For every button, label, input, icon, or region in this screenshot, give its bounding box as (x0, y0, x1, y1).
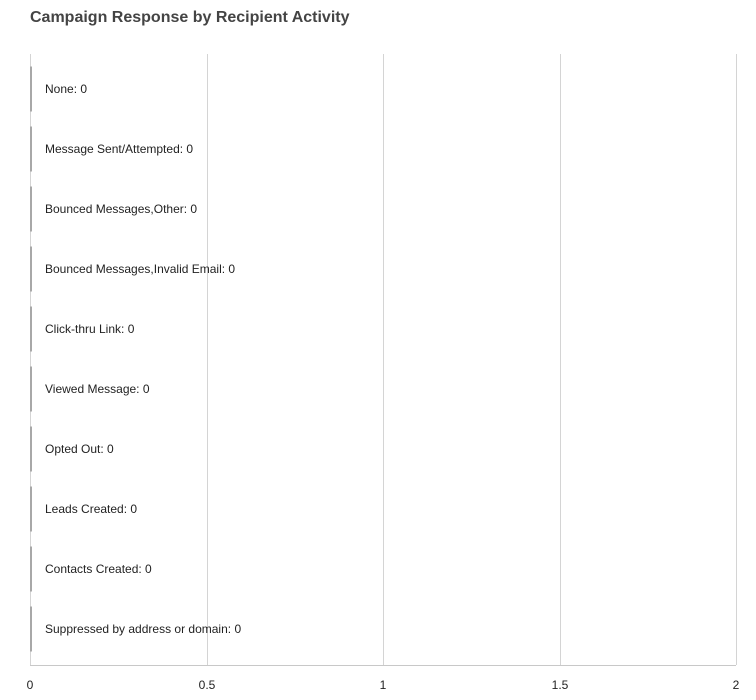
bar-4[interactable] (30, 306, 32, 352)
bar-5[interactable] (30, 366, 32, 412)
bar-6[interactable] (30, 426, 32, 472)
category-data-label: Message Sent/Attempted: 0 (45, 142, 193, 156)
chart-title: Campaign Response by Recipient Activity (30, 9, 350, 26)
x-tick-label: 1 (380, 678, 387, 692)
category-data-label: Bounced Messages,Other: 0 (45, 202, 197, 216)
category-data-label: Viewed Message: 0 (45, 382, 150, 396)
x-tick-label: 2 (733, 678, 740, 692)
bar-2[interactable] (30, 186, 32, 232)
bar-8[interactable] (30, 546, 32, 592)
x-axis: 0 0.5 1 1.5 2 (27, 665, 740, 692)
bar-7[interactable] (30, 486, 32, 532)
bars (30, 66, 32, 652)
category-data-label: None: 0 (45, 82, 87, 96)
x-tick-label: 1.5 (552, 678, 569, 692)
category-data-label: Bounced Messages,Invalid Email: 0 (45, 262, 235, 276)
category-data-label: Suppressed by address or domain: 0 (45, 622, 241, 636)
category-data-label: Opted Out: 0 (45, 442, 114, 456)
category-data-label: Click-thru Link: 0 (45, 322, 135, 336)
category-data-label: Leads Created: 0 (45, 502, 137, 516)
bar-0[interactable] (30, 66, 32, 112)
x-tick-label: 0 (27, 678, 34, 692)
x-tick-label: 0.5 (199, 678, 216, 692)
category-data-label: Contacts Created: 0 (45, 562, 152, 576)
bar-1[interactable] (30, 126, 32, 172)
bar-9[interactable] (30, 606, 32, 652)
category-labels: None: 0 Message Sent/Attempted: 0 Bounced … (45, 82, 241, 636)
bar-3[interactable] (30, 246, 32, 292)
